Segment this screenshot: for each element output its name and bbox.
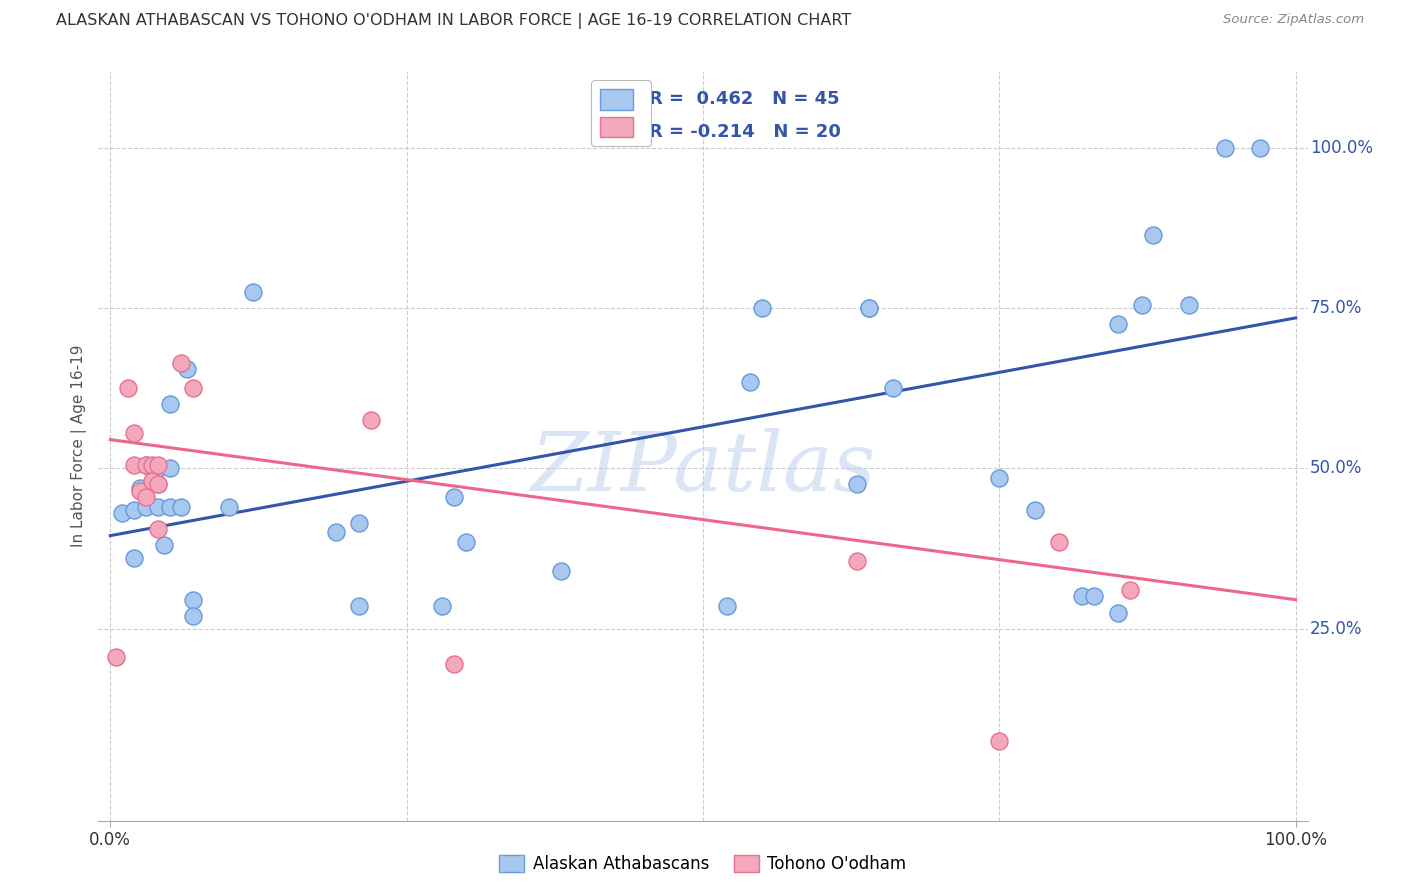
Point xyxy=(122,551,145,566)
Point xyxy=(347,516,370,530)
Point xyxy=(176,362,198,376)
Point xyxy=(443,490,465,504)
Point xyxy=(432,599,454,613)
Point xyxy=(1107,318,1129,332)
Text: 75.0%: 75.0% xyxy=(1310,300,1362,318)
Point xyxy=(146,477,169,491)
Point xyxy=(325,525,347,540)
Point xyxy=(882,381,904,395)
Point xyxy=(141,474,163,488)
Point xyxy=(443,657,465,671)
Point xyxy=(347,599,370,613)
Point xyxy=(159,500,181,514)
Point xyxy=(135,458,157,473)
Point xyxy=(105,650,128,665)
Point xyxy=(170,356,193,370)
Point xyxy=(122,426,145,441)
Point xyxy=(122,458,145,473)
Point xyxy=(111,506,134,520)
Point xyxy=(858,301,880,316)
Point xyxy=(716,599,738,613)
Point xyxy=(1071,590,1094,604)
Point xyxy=(117,381,139,395)
Point xyxy=(846,554,869,568)
Point xyxy=(146,500,169,514)
Point xyxy=(1130,298,1153,312)
Point xyxy=(170,500,193,514)
Point xyxy=(181,608,204,623)
Text: R =  0.462   N = 45: R = 0.462 N = 45 xyxy=(648,90,839,108)
Legend: Alaskan Athabascans, Tohono O'odham: Alaskan Athabascans, Tohono O'odham xyxy=(492,848,914,880)
Point xyxy=(146,477,169,491)
Point xyxy=(751,301,773,316)
Point xyxy=(858,301,880,316)
Text: 25.0%: 25.0% xyxy=(1310,620,1362,638)
Point xyxy=(129,483,152,498)
Point xyxy=(454,535,477,549)
Point xyxy=(141,461,163,475)
Point xyxy=(360,413,382,427)
Point xyxy=(146,522,169,536)
Point xyxy=(141,458,163,473)
Point xyxy=(146,461,169,475)
Text: Source: ZipAtlas.com: Source: ZipAtlas.com xyxy=(1223,13,1364,27)
Point xyxy=(242,285,264,300)
Point xyxy=(740,375,762,389)
Point xyxy=(135,500,157,514)
Text: 50.0%: 50.0% xyxy=(1310,459,1362,477)
Text: ALASKAN ATHABASCAN VS TOHONO O'ODHAM IN LABOR FORCE | AGE 16-19 CORRELATION CHAR: ALASKAN ATHABASCAN VS TOHONO O'ODHAM IN … xyxy=(56,13,852,29)
Point xyxy=(1178,298,1201,312)
Y-axis label: In Labor Force | Age 16-19: In Labor Force | Age 16-19 xyxy=(72,344,87,548)
Point xyxy=(129,481,152,495)
Point xyxy=(152,538,174,552)
Text: ZIPatlas: ZIPatlas xyxy=(530,428,876,508)
Point xyxy=(135,490,157,504)
Point xyxy=(135,458,157,473)
Point xyxy=(988,733,1011,747)
Text: R = -0.214   N = 20: R = -0.214 N = 20 xyxy=(648,123,841,141)
Point xyxy=(550,564,572,578)
Point xyxy=(146,458,169,473)
Point xyxy=(181,592,204,607)
Point xyxy=(1024,503,1046,517)
Point xyxy=(1142,227,1164,242)
Point xyxy=(1107,606,1129,620)
Point xyxy=(1249,141,1271,155)
Text: 100.0%: 100.0% xyxy=(1310,139,1374,157)
Point xyxy=(1119,583,1142,598)
Point xyxy=(1047,535,1070,549)
Point xyxy=(846,477,869,491)
Point xyxy=(1083,590,1105,604)
Point xyxy=(181,381,204,395)
Point xyxy=(1213,141,1236,155)
Point xyxy=(159,461,181,475)
Point xyxy=(122,503,145,517)
Point xyxy=(218,500,240,514)
Point xyxy=(159,397,181,411)
Point xyxy=(988,471,1011,485)
